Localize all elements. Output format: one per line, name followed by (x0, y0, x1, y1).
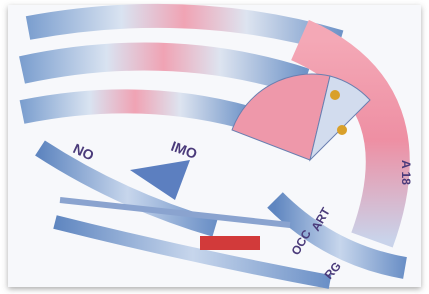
part-label: A 18 (399, 160, 413, 185)
roundel (337, 125, 347, 135)
red-strip (200, 236, 260, 250)
roundel (330, 90, 340, 100)
photo: NO IMO A 18 ART OCC RG (0, 0, 429, 294)
